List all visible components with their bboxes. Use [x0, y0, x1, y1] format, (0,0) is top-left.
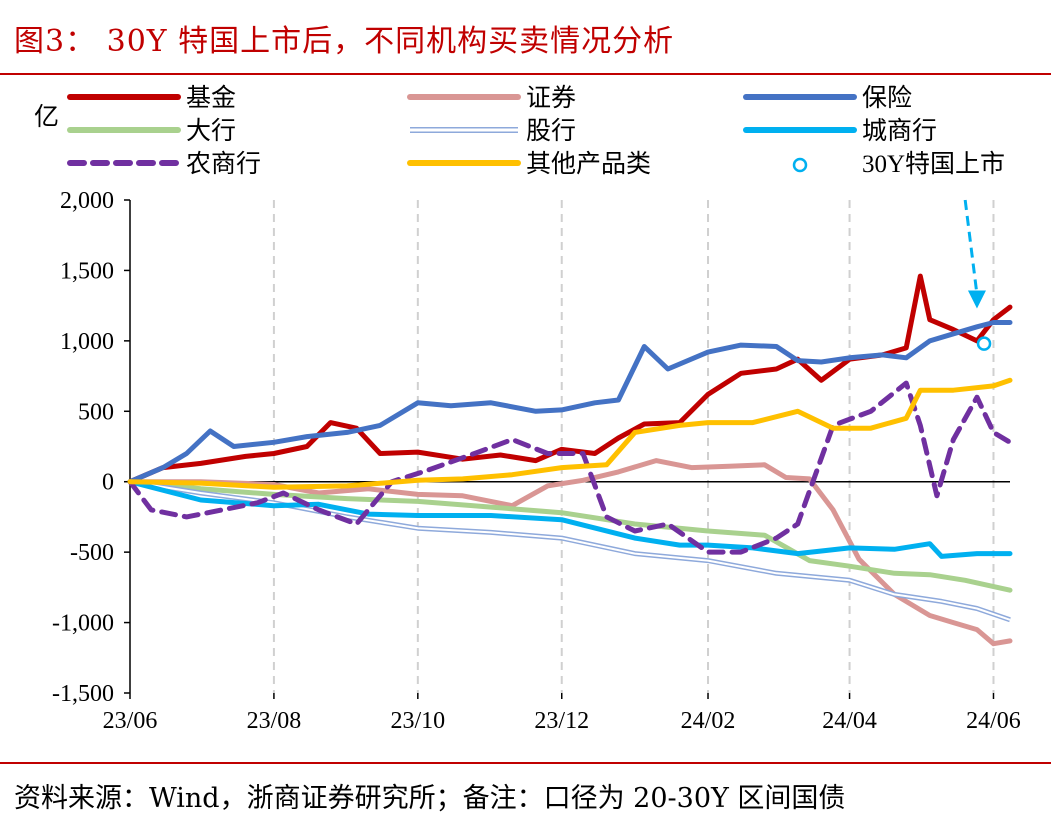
line-chart: 23/06 23/08 23/10 23/12 24/02 24/04 24/06 2,000… [34, 84, 1021, 734]
y-axis-unit-label: 亿 [34, 103, 59, 131]
series-line-保险 [127, 320, 1013, 485]
footer-divider [0, 762, 1051, 764]
legend-label: 证券 [526, 84, 576, 112]
x-tick-label: 23/08 [247, 708, 302, 734]
y-tick-label: -1,000 [52, 611, 114, 637]
marker-layer [963, 199, 992, 351]
y-tick-label: 1,500 [60, 258, 114, 284]
series-line-农商行 [127, 380, 1013, 555]
marker-30y-listing [976, 336, 992, 351]
x-tick-label: 23/10 [390, 708, 445, 734]
grid-layer [272, 200, 995, 693]
annotation-arrow-head [967, 290, 986, 309]
title-divider [0, 73, 1051, 75]
axis-layer: 23/06 23/08 23/10 23/12 24/02 24/04 24/06 2,000… [52, 188, 1021, 734]
legend-label: 保险 [862, 84, 912, 112]
legend-label: 城商行 [862, 117, 937, 145]
legend-label: 30Y特国上市 [862, 150, 1005, 178]
y-tick-label: 500 [78, 399, 114, 425]
x-tick-label: 24/02 [681, 708, 736, 734]
y-tick-label: 1,000 [60, 329, 114, 355]
legend-label: 农商行 [186, 150, 261, 178]
series-line-基金 [127, 273, 1013, 485]
series-line-其他产品类 [127, 377, 1013, 490]
legend-label: 基金 [186, 84, 236, 112]
series-line-证券 [127, 458, 1013, 647]
y-tick-label: -1,500 [52, 681, 114, 707]
legend-label: 大行 [186, 117, 236, 145]
series-line-大行 [127, 479, 1013, 593]
y-tick-label: 2,000 [60, 188, 114, 214]
series-line-inner-股行 [129, 480, 1011, 621]
page-title: 图3： 30Y 特国上市后，不同机构买卖情况分析 [14, 24, 675, 59]
series-line-城商行 [127, 479, 1013, 559]
x-tick-label: 24/04 [822, 708, 877, 734]
y-tick-label: 0 [102, 470, 114, 496]
x-tick-label: 23/06 [103, 708, 158, 734]
legend-swatch-marker [792, 157, 808, 173]
x-tick-label: 24/06 [966, 708, 1021, 734]
x-tick-label: 23/12 [534, 708, 589, 734]
annotation-arrow-shaft [963, 199, 979, 295]
source-note: 资料来源：Wind，浙商证券研究所；备注：口径为 20-30Y 区间国债 [14, 783, 846, 814]
series-layer [127, 273, 1013, 647]
legend-label: 其他产品类 [526, 150, 651, 178]
y-tick-label: -500 [70, 540, 114, 566]
legend-label: 股行 [526, 117, 576, 145]
